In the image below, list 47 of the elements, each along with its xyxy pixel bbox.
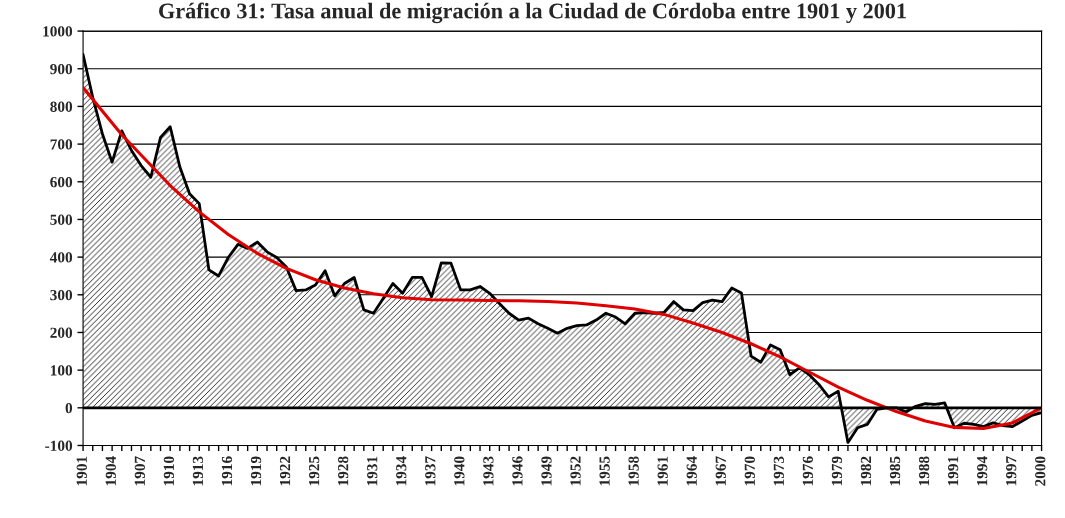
y-tick-label: 1000 bbox=[43, 26, 73, 37]
x-tick-label: 1961 bbox=[657, 456, 668, 486]
x-tick-label: 1925 bbox=[308, 456, 320, 486]
x-tick-label: 1982 bbox=[860, 456, 872, 486]
x-tick-label: 1994 bbox=[977, 456, 988, 486]
x-tick-label: 1913 bbox=[192, 456, 204, 486]
x-tick-label: 1910 bbox=[163, 456, 175, 486]
y-tick-label: 900 bbox=[50, 63, 73, 75]
x-tick-label: 1943 bbox=[483, 456, 494, 486]
x-tick-label: 1964 bbox=[686, 456, 697, 486]
chart-title: Gráfico 31: Tasa anual de migración a la Ciudad de Córdoba entre 1901 y 2001 bbox=[159, 2, 906, 24]
x-tick-label: 1916 bbox=[221, 456, 233, 486]
x-tick-label: 1937 bbox=[425, 456, 436, 486]
x-tick-label: 1997 bbox=[1006, 456, 1017, 486]
y-tick-label: 300 bbox=[50, 289, 73, 301]
x-tick-label: 1988 bbox=[918, 456, 930, 486]
x-tick-label: 1946 bbox=[512, 456, 523, 486]
y-tick-label: -100 bbox=[45, 440, 73, 451]
y-tick-label: 100 bbox=[50, 365, 73, 376]
x-tick-label: 1970 bbox=[744, 456, 755, 486]
x-tick-label: 1991 bbox=[947, 456, 959, 486]
y-tick-label: 500 bbox=[50, 214, 73, 225]
x-tick-label: 1955 bbox=[599, 456, 610, 486]
x-tick-label: 1928 bbox=[337, 456, 349, 486]
y-tick-label: 700 bbox=[50, 139, 73, 150]
y-tick-label: 800 bbox=[50, 101, 73, 112]
x-tick-label: 1958 bbox=[628, 456, 639, 486]
x-tick-label: 1985 bbox=[889, 456, 901, 486]
x-tick-label: 1967 bbox=[715, 456, 726, 486]
x-tick-label: 1904 bbox=[105, 456, 116, 486]
y-tick-label: 400 bbox=[49, 252, 73, 263]
x-tick-label: 1949 bbox=[541, 456, 552, 486]
y-tick-label: 0 bbox=[65, 402, 73, 414]
y-tick-label: 200 bbox=[50, 327, 73, 338]
x-tick-label: 1934 bbox=[396, 456, 407, 486]
x-tick-label: 1922 bbox=[279, 456, 291, 486]
x-tick-label: 1901 bbox=[76, 456, 87, 486]
x-tick-label: 1919 bbox=[250, 456, 262, 486]
x-tick-label: 1973 bbox=[773, 456, 784, 486]
x-tick-label: 1979 bbox=[831, 456, 843, 486]
x-tick-label: 1907 bbox=[134, 456, 145, 486]
x-tick-label: 1952 bbox=[570, 456, 581, 486]
x-tick-label: 1976 bbox=[802, 456, 814, 486]
x-tick-label: 1940 bbox=[454, 456, 465, 486]
x-tick-label: 2000 bbox=[1035, 456, 1046, 486]
x-tick-label: 1931 bbox=[367, 456, 378, 486]
y-tick-label: 600 bbox=[50, 176, 73, 188]
